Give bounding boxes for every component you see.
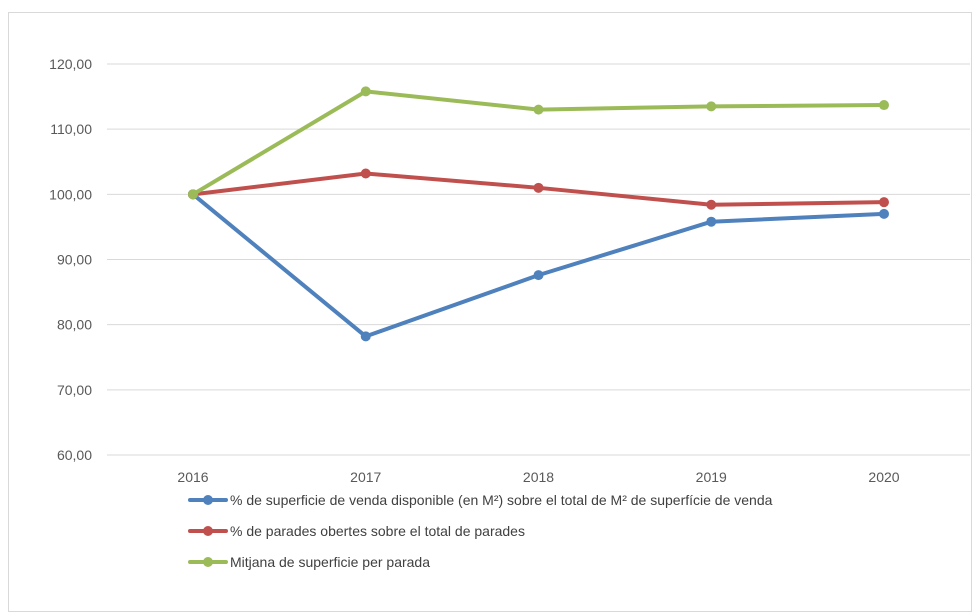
data-point bbox=[360, 331, 371, 342]
x-axis-ticks: 2016 2017 2018 2019 2020 bbox=[177, 469, 899, 485]
data-point bbox=[533, 182, 544, 193]
x-tick-label: 2018 bbox=[523, 469, 554, 485]
line-chart: 60,00 70,00 80,00 90,00 100,00 110,00 120,00 2… bbox=[49, 56, 970, 570]
data-point bbox=[188, 189, 198, 200]
data-point bbox=[706, 216, 717, 227]
y-tick-label: 60,00 bbox=[57, 447, 92, 463]
y-tick-label: 120,00 bbox=[49, 56, 92, 72]
legend: % de superficie de venda disponible (en … bbox=[188, 492, 773, 570]
legend-swatch-marker bbox=[203, 495, 213, 505]
x-tick-label: 2017 bbox=[350, 469, 381, 485]
series-1 bbox=[188, 189, 889, 342]
legend-item: Mitjana de superficie per parada bbox=[188, 554, 430, 570]
x-tick-label: 2016 bbox=[177, 469, 208, 485]
data-point bbox=[706, 199, 717, 210]
legend-swatch-marker bbox=[203, 557, 213, 567]
legend-item: % de parades obertes sobre el total de p… bbox=[188, 523, 525, 539]
data-point bbox=[879, 197, 889, 208]
data-point bbox=[533, 270, 544, 281]
legend-item: % de superficie de venda disponible (en … bbox=[188, 492, 773, 508]
legend-label: Mitjana de superficie per parada bbox=[230, 554, 430, 570]
series-3 bbox=[188, 86, 889, 200]
gridlines bbox=[107, 63, 970, 456]
data-point bbox=[879, 100, 889, 111]
data-point bbox=[879, 208, 889, 219]
series-line bbox=[191, 192, 886, 339]
data-point bbox=[706, 101, 717, 112]
data-point bbox=[360, 86, 371, 97]
y-tick-label: 100,00 bbox=[49, 186, 92, 202]
x-tick-label: 2019 bbox=[696, 469, 727, 485]
series-lines bbox=[188, 86, 889, 342]
y-tick-label: 80,00 bbox=[57, 317, 92, 333]
data-point bbox=[533, 104, 544, 115]
y-tick-label: 110,00 bbox=[50, 121, 92, 137]
data-point bbox=[360, 168, 371, 179]
x-tick-label: 2020 bbox=[868, 469, 899, 485]
legend-label: % de superficie de venda disponible (en … bbox=[230, 492, 773, 508]
legend-swatch-marker bbox=[203, 526, 213, 536]
y-axis-ticks: 60,00 70,00 80,00 90,00 100,00 110,00 120,00 bbox=[49, 56, 92, 463]
chart-frame bbox=[8, 12, 972, 612]
legend-label: % de parades obertes sobre el total de p… bbox=[230, 523, 525, 539]
series-2 bbox=[188, 168, 889, 210]
y-tick-label: 90,00 bbox=[57, 252, 92, 268]
y-tick-label: 70,00 bbox=[57, 382, 92, 398]
